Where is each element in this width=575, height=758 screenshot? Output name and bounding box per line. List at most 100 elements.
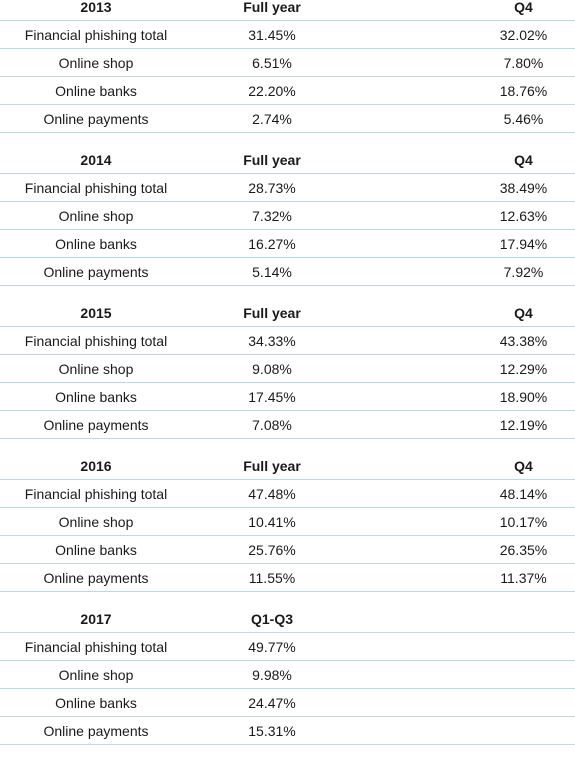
value-quarter: 12.29% [352, 354, 575, 383]
value-quarter: 18.90% [352, 382, 575, 411]
table-row: Online payments 7.08% 12.19% [0, 410, 575, 439]
column-header-quarter: Q4 [514, 457, 533, 474]
table-row: Financial phishing total 28.73% 38.49% [0, 173, 575, 202]
table-row: Online banks 24.47% [0, 688, 575, 717]
value-period: 6.51% [192, 48, 352, 77]
value-period: 49.77% [192, 632, 352, 661]
year-table-2014: 2014 Full year Q4 Financial phishing tot… [0, 146, 575, 286]
table-row: Online shop 9.08% 12.29% [0, 354, 575, 383]
value-quarter: 12.63% [352, 201, 575, 230]
table-row: Financial phishing total 47.48% 48.14% [0, 479, 575, 508]
value-quarter: 5.46% [352, 104, 575, 133]
column-header-period: Full year [243, 0, 301, 15]
column-header-period: Full year [243, 304, 301, 321]
table-header-row: 2014 Full year Q4 [0, 146, 575, 174]
value-period: 34.33% [192, 326, 352, 355]
value-period: 9.98% [192, 660, 352, 689]
value-quarter: 10.17% [352, 507, 575, 536]
table-row: Financial phishing total 49.77% [0, 632, 575, 661]
row-label: Online payments [0, 716, 192, 745]
value-period: 25.76% [192, 535, 352, 564]
value-period: 2.74% [192, 104, 352, 133]
row-label: Online payments [0, 410, 192, 439]
year-header: 2016 [80, 457, 112, 474]
year-header: 2015 [80, 304, 112, 321]
value-period: 24.47% [192, 688, 352, 717]
value-period: 7.08% [192, 410, 352, 439]
column-header-quarter: Q4 [514, 151, 533, 168]
row-label: Online shop [0, 201, 192, 230]
value-quarter [352, 716, 575, 745]
row-label: Online payments [0, 104, 192, 133]
row-label: Online banks [0, 76, 192, 105]
year-table-2017: 2017 Q1-Q3 Financial phishing total 49.7… [0, 605, 575, 745]
value-period: 47.48% [192, 479, 352, 508]
column-header-period: Full year [243, 151, 301, 168]
table-row: Online banks 25.76% 26.35% [0, 535, 575, 564]
value-quarter [352, 660, 575, 689]
row-label: Online banks [0, 688, 192, 717]
value-quarter: 26.35% [352, 535, 575, 564]
row-label: Online shop [0, 354, 192, 383]
row-label: Financial phishing total [0, 20, 192, 49]
table-row: Online shop 7.32% 12.63% [0, 201, 575, 230]
year-header: 2017 [80, 610, 112, 627]
row-label: Online payments [0, 257, 192, 286]
table-row: Financial phishing total 34.33% 43.38% [0, 326, 575, 355]
column-header-quarter [352, 605, 575, 633]
table-row: Online banks 17.45% 18.90% [0, 382, 575, 411]
value-period: 16.27% [192, 229, 352, 258]
column-header-quarter: Q4 [514, 0, 533, 15]
row-label: Financial phishing total [0, 479, 192, 508]
value-quarter: 7.80% [352, 48, 575, 77]
year-table-2015: 2015 Full year Q4 Financial phishing tot… [0, 299, 575, 439]
table-header-row: 2015 Full year Q4 [0, 299, 575, 327]
row-label: Financial phishing total [0, 173, 192, 202]
table-row: Online payments 11.55% 11.37% [0, 563, 575, 592]
table-row: Online shop 10.41% 10.17% [0, 507, 575, 536]
value-quarter: 17.94% [352, 229, 575, 258]
column-header-quarter: Q4 [514, 304, 533, 321]
value-period: 17.45% [192, 382, 352, 411]
value-period: 11.55% [192, 563, 352, 592]
row-label: Financial phishing total [0, 632, 192, 661]
row-label: Online shop [0, 507, 192, 536]
table-row: Financial phishing total 31.45% 32.02% [0, 20, 575, 49]
value-period: 7.32% [192, 201, 352, 230]
row-label: Online shop [0, 48, 192, 77]
table-row: Online shop 6.51% 7.80% [0, 48, 575, 77]
value-quarter [352, 688, 575, 717]
value-quarter: 38.49% [352, 173, 575, 202]
value-period: 31.45% [192, 20, 352, 49]
row-label: Online shop [0, 660, 192, 689]
year-header: 2013 [80, 0, 112, 15]
table-row: Online payments 5.14% 7.92% [0, 257, 575, 286]
row-label: Financial phishing total [0, 326, 192, 355]
value-quarter: 12.19% [352, 410, 575, 439]
table-row: Online payments 2.74% 5.46% [0, 104, 575, 133]
column-header-period: Q1-Q3 [250, 610, 293, 627]
value-period: 28.73% [192, 173, 352, 202]
table-row: Online payments 15.31% [0, 716, 575, 745]
table-header-row: 2016 Full year Q4 [0, 452, 575, 480]
table-row: Online banks 16.27% 17.94% [0, 229, 575, 258]
table-row: Online banks 22.20% 18.76% [0, 76, 575, 105]
row-label: Online payments [0, 563, 192, 592]
row-label: Online banks [0, 229, 192, 258]
value-quarter: 7.92% [352, 257, 575, 286]
value-period: 10.41% [192, 507, 352, 536]
value-quarter: 18.76% [352, 76, 575, 105]
value-quarter: 11.37% [352, 563, 575, 592]
row-label: Online banks [0, 535, 192, 564]
value-period: 15.31% [192, 716, 352, 745]
value-period: 5.14% [192, 257, 352, 286]
value-quarter [352, 632, 575, 661]
column-header-period: Full year [243, 457, 301, 474]
table-header-row: 2017 Q1-Q3 [0, 605, 575, 633]
table-row: Online shop 9.98% [0, 660, 575, 689]
value-period: 9.08% [192, 354, 352, 383]
table-header-row: 2013 Full year Q4 [0, 0, 575, 21]
value-quarter: 43.38% [352, 326, 575, 355]
year-header: 2014 [80, 151, 112, 168]
